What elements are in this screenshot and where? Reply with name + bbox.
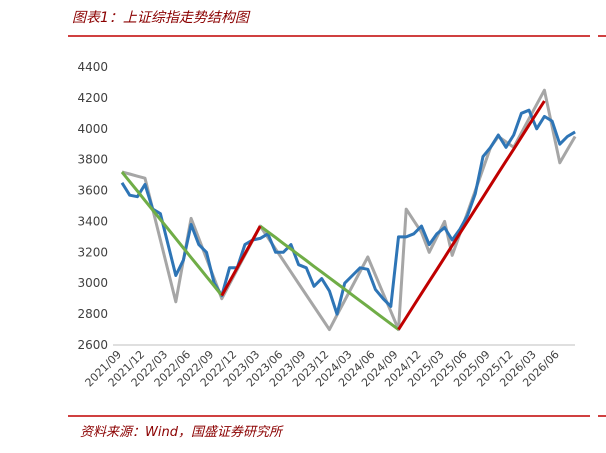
y-tick-label: 3400: [77, 214, 108, 228]
series-line: [220, 100, 546, 331]
y-tick-label: 2600: [77, 338, 108, 352]
series-line: [120, 108, 576, 316]
y-tick-label: 4200: [77, 91, 108, 105]
y-tick-label: 4400: [77, 60, 108, 74]
y-tick-label: 2800: [77, 307, 108, 321]
chart-title: 图表1：上证综指走势结构图: [72, 10, 251, 26]
y-tick-label: 4000: [77, 122, 108, 136]
series-line: [120, 171, 400, 331]
source-note: 资料来源：Wind，国盛证券研究所: [80, 424, 284, 440]
y-tick-label: 3600: [77, 184, 108, 198]
y-tick-label: 3200: [77, 245, 108, 259]
y-tick-label: 3000: [77, 276, 108, 290]
y-tick-label: 3800: [77, 153, 108, 167]
